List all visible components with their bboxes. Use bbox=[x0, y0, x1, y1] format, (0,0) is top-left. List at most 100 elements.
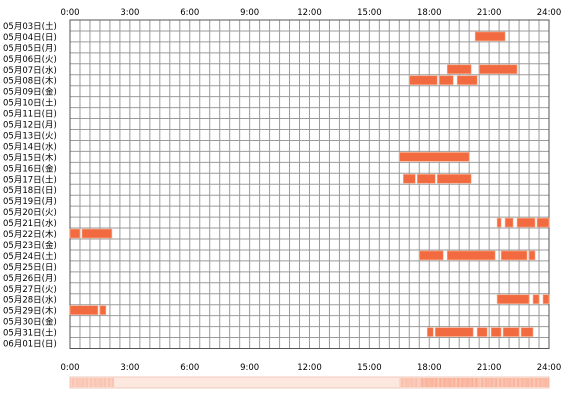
row-label: 05月13日(火) bbox=[3, 131, 57, 141]
density-strip bbox=[69, 376, 550, 389]
density-cell bbox=[447, 378, 450, 387]
activity-bar bbox=[516, 217, 536, 228]
density-cell bbox=[427, 378, 430, 387]
row-label: 05月15日(木) bbox=[3, 152, 57, 163]
density-cell bbox=[533, 378, 536, 387]
density-cell bbox=[543, 378, 546, 387]
row-label: 05月31日(土) bbox=[3, 328, 57, 339]
density-cell bbox=[491, 378, 494, 387]
density-cell bbox=[445, 378, 448, 387]
density-cell bbox=[94, 378, 96, 387]
x-tick-label-top: 3:00 bbox=[120, 8, 139, 18]
density-cell bbox=[451, 378, 454, 387]
x-tick-label-top: 15:00 bbox=[357, 8, 382, 18]
row-label: 05月16日(金) bbox=[3, 163, 57, 174]
density-cell bbox=[90, 378, 92, 387]
density-cell bbox=[78, 378, 80, 387]
activity-bar bbox=[500, 250, 528, 261]
activity-bar bbox=[542, 294, 550, 304]
row-label: 05月28日(水) bbox=[3, 295, 57, 306]
activity-bar bbox=[536, 217, 550, 228]
density-cell bbox=[507, 378, 510, 387]
x-tick-label-bottom: 9:00 bbox=[240, 363, 259, 373]
density-cell bbox=[463, 378, 466, 387]
density-cell bbox=[409, 378, 412, 387]
density-cell bbox=[525, 378, 528, 387]
density-cell bbox=[537, 378, 540, 387]
density-cell bbox=[108, 378, 110, 387]
density-cell bbox=[84, 378, 86, 387]
density-cell bbox=[419, 378, 422, 387]
activity-bar bbox=[502, 327, 520, 337]
activity-bar bbox=[69, 228, 81, 239]
density-cell bbox=[479, 378, 482, 387]
density-cell bbox=[86, 378, 88, 387]
density-cell bbox=[545, 378, 548, 387]
density-cell bbox=[499, 378, 502, 387]
activity-bar bbox=[478, 64, 518, 75]
density-cell bbox=[489, 378, 492, 387]
density-cell bbox=[483, 378, 486, 387]
activity-bar bbox=[504, 217, 514, 228]
density-cell bbox=[437, 378, 440, 387]
row-label: 05月18日(日) bbox=[3, 186, 57, 196]
row-label: 06月01日(日) bbox=[3, 340, 57, 350]
density-cell bbox=[401, 378, 404, 387]
density-cell bbox=[541, 378, 544, 387]
activity-bar bbox=[69, 305, 99, 315]
density-cell bbox=[411, 378, 414, 387]
density-cell bbox=[433, 378, 436, 387]
activity-bar bbox=[520, 327, 534, 337]
density-cell bbox=[509, 378, 512, 387]
bars bbox=[69, 31, 550, 337]
density-cell bbox=[92, 378, 94, 387]
row-label: 05月04日(日) bbox=[3, 33, 57, 43]
activity-bar bbox=[436, 174, 472, 184]
density-cell bbox=[102, 378, 104, 387]
row-label: 05月05日(月) bbox=[3, 44, 57, 54]
plot-frame bbox=[69, 19, 550, 349]
density-cell bbox=[521, 378, 524, 387]
density-cell bbox=[495, 378, 498, 387]
density-cell bbox=[535, 378, 538, 387]
density-cell bbox=[471, 378, 474, 387]
activity-bar bbox=[408, 75, 438, 85]
density-cell bbox=[515, 378, 518, 387]
row-label: 05月23日(金) bbox=[3, 240, 57, 251]
x-tick-label-top: 21:00 bbox=[477, 8, 502, 18]
row-label: 05月10日(土) bbox=[3, 98, 57, 109]
density-cell bbox=[112, 378, 114, 387]
activity-bar bbox=[490, 327, 502, 337]
activity-bar bbox=[446, 250, 496, 261]
density-cell bbox=[467, 378, 470, 387]
density-cell bbox=[459, 378, 462, 387]
row-label: 05月03日(土) bbox=[3, 21, 57, 32]
labels: 0:00 3:00 6:00 9:00 12:00 15:00 18:00 21:00 24:0… bbox=[3, 8, 561, 373]
activity-bar bbox=[446, 64, 472, 75]
density-cell bbox=[100, 378, 102, 387]
row-label: 05月17日(土) bbox=[3, 174, 57, 185]
density-cell bbox=[527, 378, 530, 387]
x-tick-label-bottom: 15:00 bbox=[357, 363, 382, 373]
density-cell bbox=[449, 378, 452, 387]
density-cell bbox=[457, 378, 460, 387]
density-cell bbox=[80, 378, 82, 387]
activity-bar bbox=[474, 31, 506, 42]
x-tick-label-bottom: 0:00 bbox=[60, 363, 79, 373]
density-cell bbox=[453, 378, 456, 387]
row-label: 05月09日(金) bbox=[3, 87, 57, 98]
row-label: 05月20日(火) bbox=[3, 208, 57, 218]
row-label: 05月06日(火) bbox=[3, 55, 57, 65]
x-tick-label-bottom: 3:00 bbox=[120, 363, 139, 373]
density-cell bbox=[455, 378, 458, 387]
row-label: 05月12日(月) bbox=[3, 121, 57, 131]
density-cell bbox=[475, 378, 478, 387]
density-cell bbox=[485, 378, 488, 387]
density-cell bbox=[407, 378, 410, 387]
density-cell bbox=[82, 378, 84, 387]
density-cell bbox=[469, 378, 472, 387]
density-cell bbox=[421, 378, 424, 387]
density-cell bbox=[517, 378, 520, 387]
